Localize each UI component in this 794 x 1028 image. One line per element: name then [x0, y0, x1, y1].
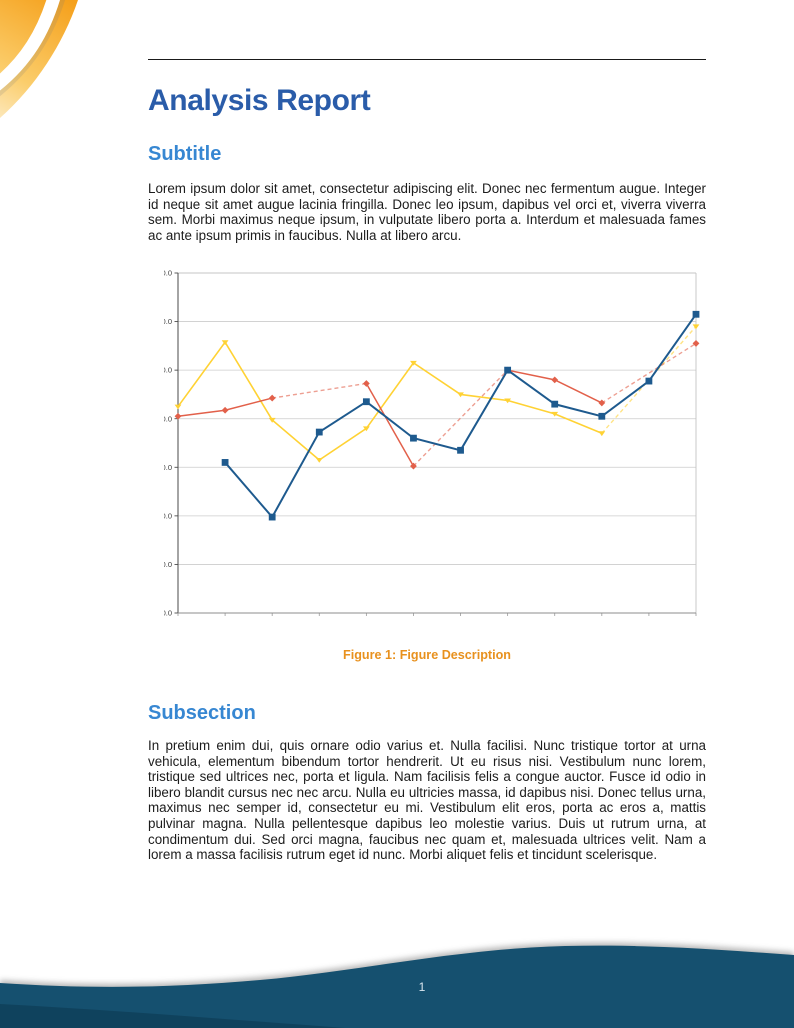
svg-text:80.0: 80.0 [164, 414, 172, 423]
report-title: Analysis Report [148, 84, 371, 117]
page-number: 1 [418, 980, 426, 994]
corner-gradient-shape [0, 0, 78, 118]
svg-text:140.0: 140.0 [164, 269, 172, 278]
line-chart-svg: 0.0 20.0 40.0 60.0 80.0 100.0 120.0 140.0 [164, 269, 700, 618]
footer-wave-dark-layer [0, 1004, 345, 1028]
footer-wave [0, 945, 794, 1028]
intro-paragraph: Lorem ipsum dolor sit amet, consectetur … [148, 181, 706, 243]
footer-wave-shape [0, 945, 794, 1028]
corner-decoration [0, 0, 78, 118]
body-paragraph: In pretium enim dui, quis ornare odio va… [148, 738, 706, 863]
figure-caption: Figure 1: Figure Description [343, 648, 511, 662]
svg-text:120.0: 120.0 [164, 317, 172, 326]
svg-text:0.0: 0.0 [164, 609, 172, 618]
corner-swoosh [0, 0, 60, 91]
svg-text:40.0: 40.0 [164, 511, 172, 520]
svg-text:100.0: 100.0 [164, 366, 172, 375]
svg-text:20.0: 20.0 [164, 560, 172, 569]
figure-1-chart: 0.0 20.0 40.0 60.0 80.0 100.0 120.0 140.0 [164, 256, 704, 624]
top-rule [148, 59, 706, 61]
section-heading-subsection: Subsection [148, 702, 256, 724]
section-heading-subtitle: Subtitle [148, 143, 222, 165]
svg-text:60.0: 60.0 [164, 463, 172, 472]
